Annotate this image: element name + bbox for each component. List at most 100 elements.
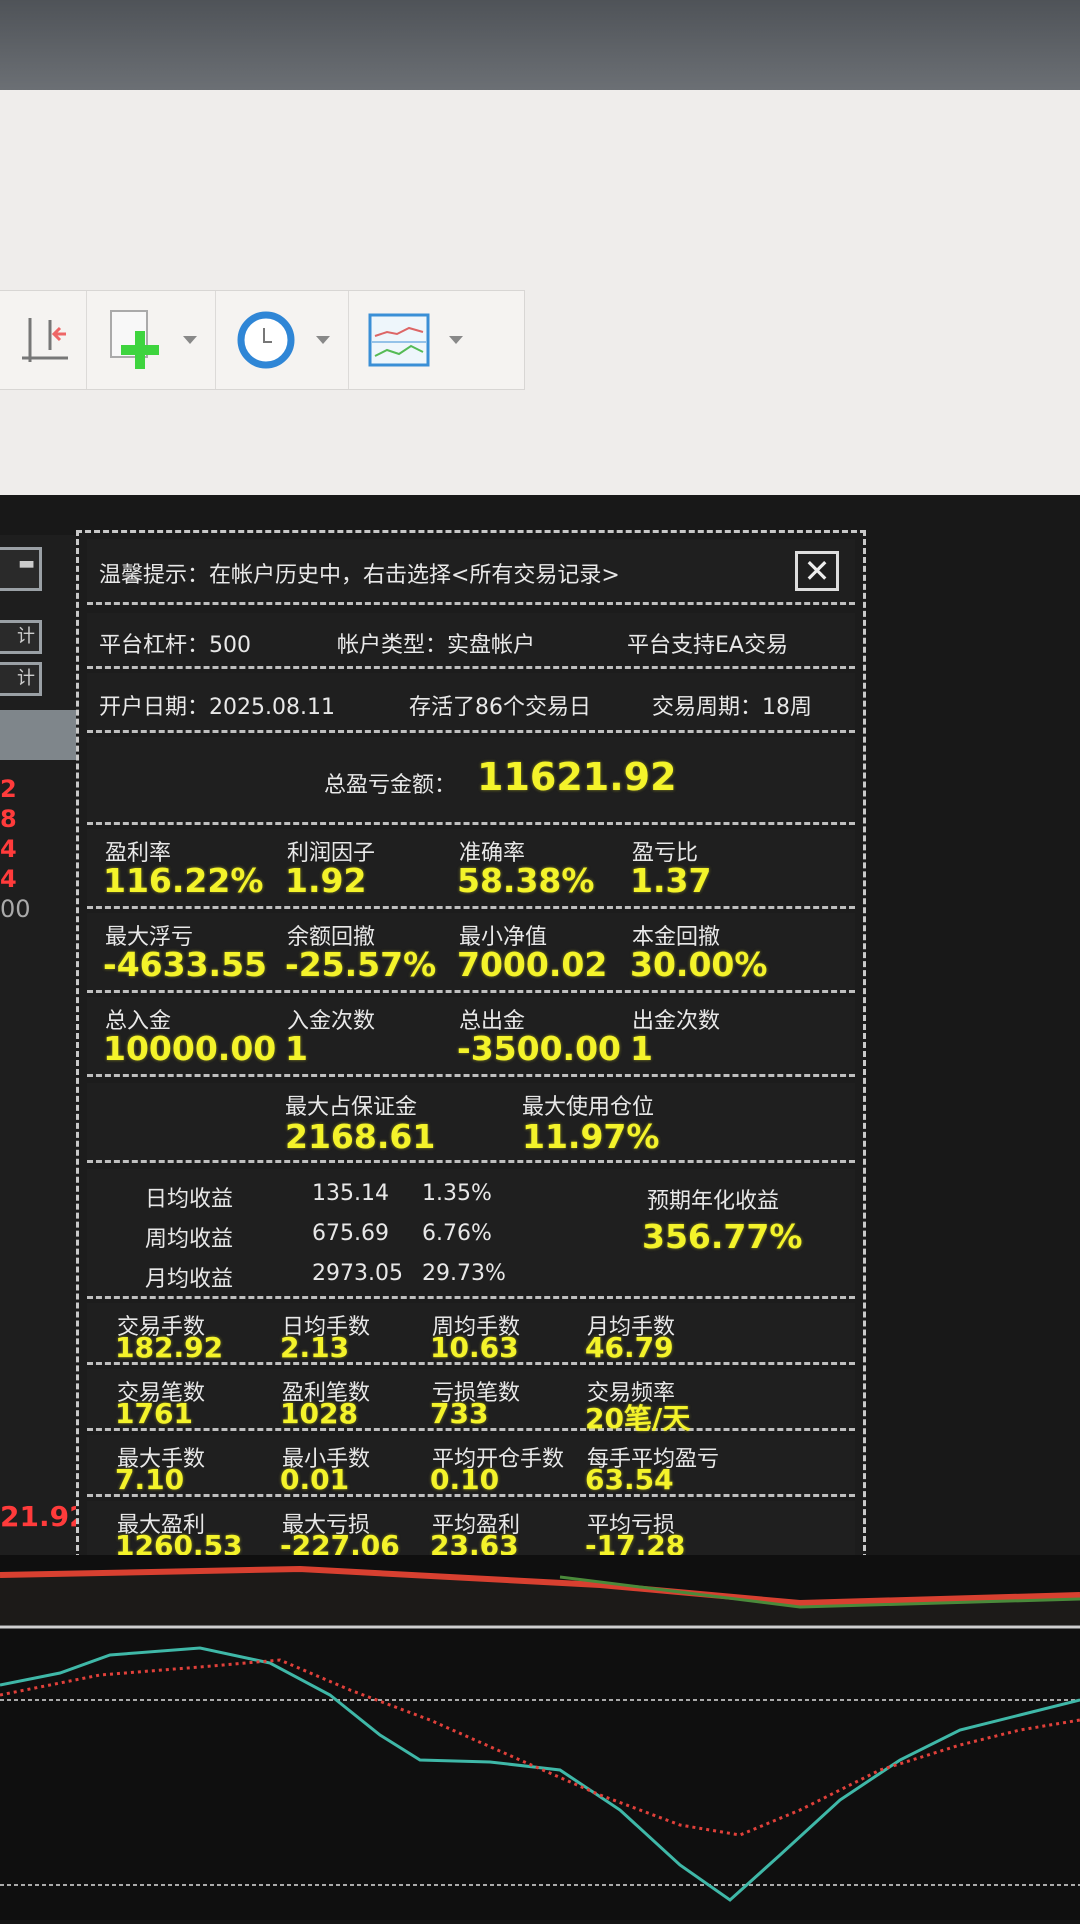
stat-value: 63.54 [585, 1463, 674, 1496]
stat-value: -4633.55 [103, 945, 268, 984]
stat-label: 利润因子 [287, 841, 376, 866]
dropdown-caret-icon[interactable] [449, 336, 463, 344]
stat-label: 最大盈利 [117, 1513, 206, 1538]
crosshair-chart-button[interactable] [0, 291, 87, 389]
dropdown-caret-icon[interactable] [316, 336, 330, 344]
stat-label: 最小净值 [459, 925, 548, 950]
margin-value: 2168.61 [285, 1117, 436, 1156]
stat-value: 733 [430, 1397, 489, 1430]
stats-button-2[interactable]: 计 [0, 662, 42, 696]
account-stats-panel: 温馨提示：在帐户历史中，右击选择<所有交易记录> ✕ 平台杠杆：500 帐户类型… [76, 530, 866, 1563]
stat-label: 平均盈利 [432, 1513, 521, 1538]
stats-row: 最大手数 7.10 最小手数 0.01 平均开仓手数 0.10 每手平均盈亏 63.54 [87, 1435, 855, 1497]
annual-return-label: 预期年化收益 [647, 1189, 780, 1214]
stat-value: 0.01 [280, 1463, 350, 1496]
new-order-button[interactable] [87, 291, 216, 389]
red-dotted-indicator-line [0, 1658, 1080, 1837]
stats-button-1[interactable]: 计 [0, 620, 42, 654]
stat-value: -25.57% [285, 945, 437, 984]
stat-value: 1.37 [630, 861, 712, 900]
stat-value: 7000.02 [457, 945, 608, 984]
red-ma-line [0, 1565, 1080, 1607]
stat-value: 0.10 [430, 1463, 500, 1496]
stat-label: 每手平均盈亏 [587, 1447, 720, 1472]
stat-label: 余额回撤 [287, 925, 376, 950]
annual-return-value: 356.77% [642, 1217, 803, 1256]
left-value: 4 [0, 835, 17, 863]
stat-label: 日均手数 [282, 1315, 371, 1340]
stat-label: 交易笔数 [117, 1381, 206, 1406]
stat-label: 总入金 [105, 1009, 172, 1034]
left-value: 2 [0, 775, 17, 803]
info-row-1: 平台杠杆：500 帐户类型：实盘帐户 平台支持EA交易 [87, 613, 855, 669]
stat-label: 周均手数 [432, 1315, 521, 1340]
stat-value: 7.10 [115, 1463, 185, 1496]
stat-label: 最大亏损 [282, 1513, 371, 1538]
avg-label: 日均收益 [145, 1187, 234, 1212]
crosshair-chart-icon [22, 318, 68, 362]
position-value: 11.97% [522, 1117, 660, 1156]
notice-text: 温馨提示：在帐户历史中，右击选择<所有交易记录> [99, 563, 620, 588]
left-value: 00 [0, 895, 31, 923]
stat-value: 1761 [115, 1397, 193, 1430]
total-pnl-label: 总盈亏金额： [324, 773, 457, 798]
left-value: 8 [0, 805, 17, 833]
green-ma-line [559, 1575, 1080, 1609]
open-date: 开户日期：2025.08.11 [99, 695, 335, 720]
stats-row: 交易手数 182.92 日均手数 2.13 周均手数 10.63 月均手数 46.79 [87, 1303, 855, 1365]
stat-value: 1028 [280, 1397, 358, 1430]
stat-value: 10.63 [430, 1331, 519, 1364]
indicator-chart [0, 1565, 1080, 1902]
stat-label: 出金次数 [632, 1009, 721, 1034]
avg-amount: 675.69 [312, 1221, 389, 1246]
stat-label: 最大浮亏 [105, 925, 194, 950]
dropdown-caret-icon[interactable] [183, 336, 197, 344]
stat-label: 最大手数 [117, 1447, 206, 1472]
stat-label: 交易手数 [117, 1315, 206, 1340]
avg-percent: 29.73% [422, 1261, 506, 1286]
history-button[interactable] [216, 291, 349, 389]
avg-amount: 2973.05 [312, 1261, 403, 1286]
stat-label: 盈亏比 [632, 841, 699, 866]
total-pnl-row: 总盈亏金额： 11621.92 [87, 737, 855, 825]
stat-label: 准确率 [459, 841, 526, 866]
minimize-button[interactable]: ▬ [0, 547, 42, 591]
stat-label: 最小手数 [282, 1447, 371, 1472]
close-button[interactable]: ✕ [795, 551, 839, 591]
stat-value: 1 [630, 1029, 653, 1068]
stats-row: 盈利率 116.22% 利润因子 1.92 准确率 58.38% 盈亏比 1.37 [87, 829, 855, 909]
price-band [0, 1567, 1080, 1625]
stats-row: 最大盈利 1260.53 最大亏损 -227.06 平均盈利 23.63 平均亏损 -17.2… [87, 1501, 855, 1563]
stat-value: -3500.00 [457, 1029, 622, 1068]
left-total-value: 21.92 [0, 1500, 89, 1533]
avg-label: 月均收益 [145, 1267, 234, 1292]
stats-row: 交易笔数 1761 盈利笔数 1028 亏损笔数 733 交易频率 20笔/天 [87, 1369, 855, 1435]
chart-template-button[interactable] [349, 291, 481, 389]
stat-value: 30.00% [630, 945, 768, 984]
leverage: 平台杠杆：500 [99, 633, 251, 658]
account-type: 帐户类型：实盘帐户 [337, 633, 536, 658]
stat-value: 116.22% [103, 861, 264, 900]
stat-value: 1 [285, 1029, 308, 1068]
stats-row: 最大浮亏 -4633.55 余额回撤 -25.57% 最小净值 7000.02 本金回撤 30… [87, 913, 855, 993]
left-value: 4 [0, 865, 17, 893]
stat-label: 月均手数 [587, 1315, 676, 1340]
teal-indicator-line [0, 1646, 1080, 1902]
avg-percent: 1.35% [422, 1181, 492, 1206]
stat-label: 平均开仓手数 [432, 1447, 565, 1472]
stat-value: 182.92 [115, 1331, 224, 1364]
stat-label: 交易频率 [587, 1381, 676, 1406]
stat-value: 2.13 [280, 1331, 350, 1364]
stat-value: 58.38% [457, 861, 595, 900]
position-label: 最大使用仓位 [522, 1095, 655, 1120]
alive-days: 存活了86个交易日 [409, 695, 591, 720]
monitor-bezel [0, 0, 1080, 95]
stat-label: 总出金 [459, 1009, 526, 1034]
notice-row: 温馨提示：在帐户历史中，右击选择<所有交易记录> ✕ [87, 539, 855, 605]
ea-support: 平台支持EA交易 [627, 633, 788, 658]
stat-label: 盈利笔数 [282, 1381, 371, 1406]
stat-value: 46.79 [585, 1331, 674, 1364]
total-pnl-value: 11621.92 [477, 755, 677, 799]
stat-value: 20笔/天 [585, 1402, 691, 1435]
stat-label: 本金回撤 [632, 925, 721, 950]
